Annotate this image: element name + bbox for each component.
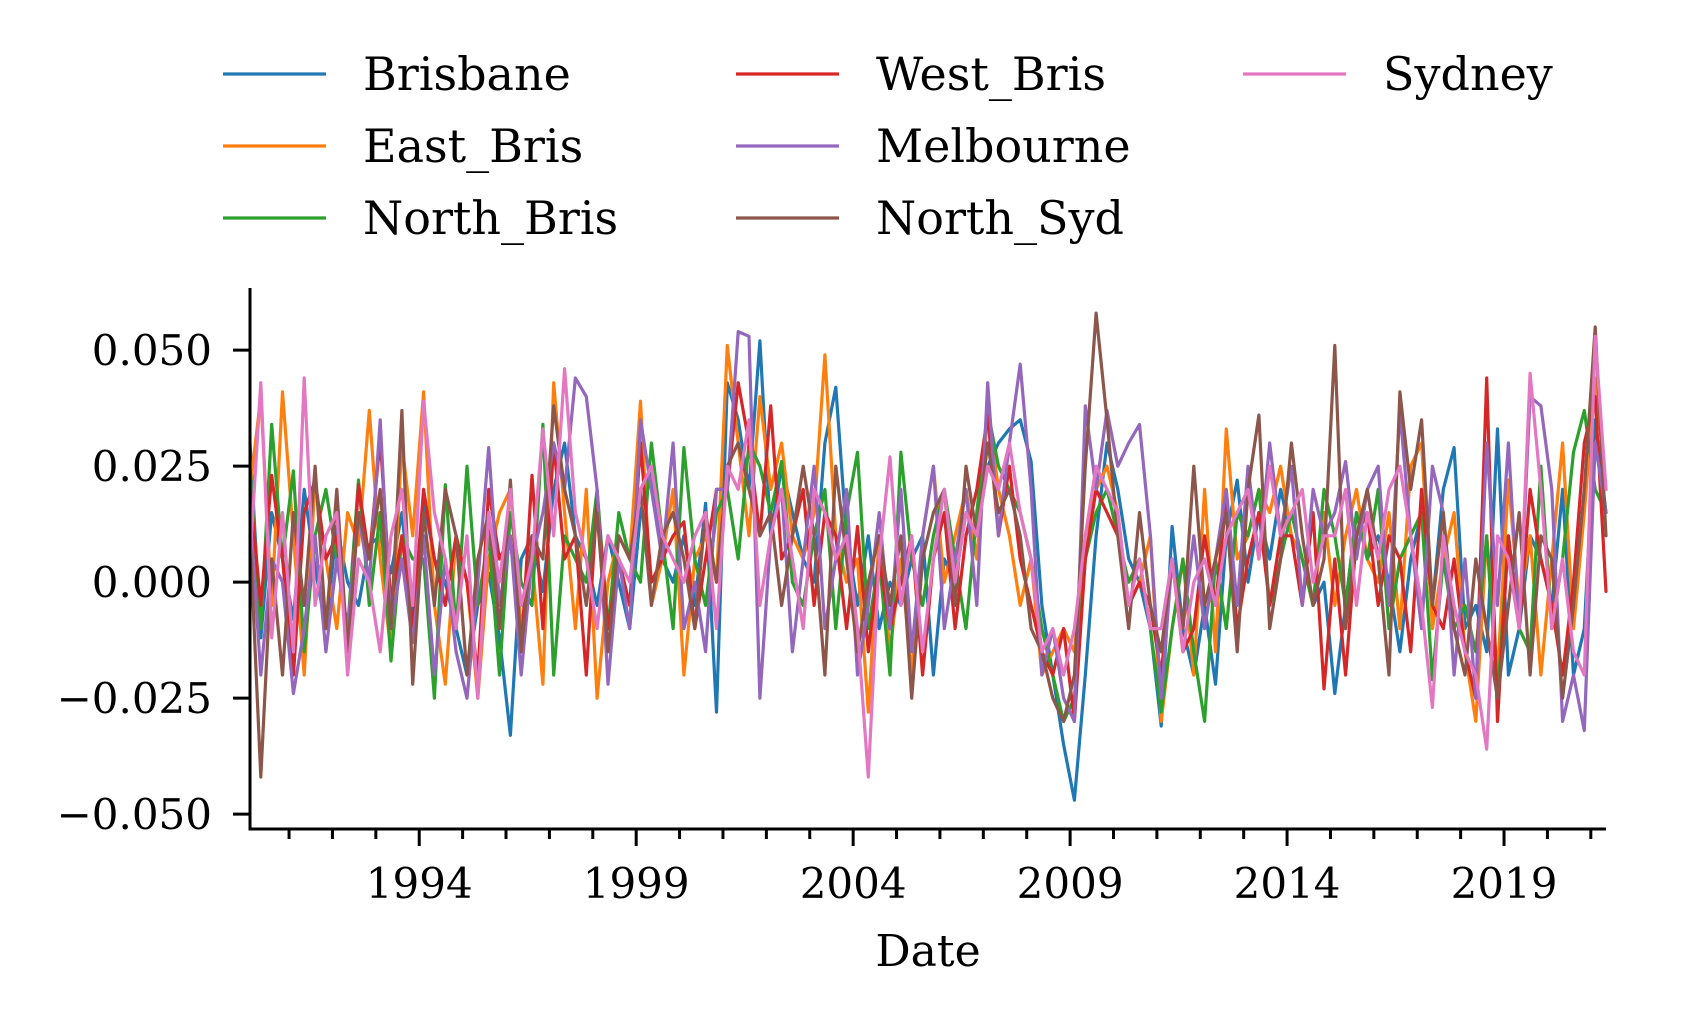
x-tick-label: 1994 — [366, 859, 473, 908]
axes — [248, 288, 1606, 831]
x-axis-label: Date — [875, 926, 980, 977]
legend-label: Melbourne — [876, 119, 1131, 173]
legend-label: Sydney — [1383, 47, 1553, 101]
legend-label: Brisbane — [363, 47, 571, 101]
x-tick-label: 2009 — [1017, 859, 1124, 908]
x-tick-label: 2004 — [800, 859, 907, 908]
legend: Brisbane East_Bris North_Bris West_Bris Melb… — [223, 47, 1553, 245]
series-lines — [248, 311, 1608, 802]
series-line-north-syd — [248, 311, 1608, 779]
legend-item-north-syd: North_Syd — [736, 191, 1124, 245]
series-line-sydney — [248, 334, 1608, 779]
y-tick-label: 0.000 — [92, 558, 212, 607]
legend-item-brisbane: Brisbane — [223, 47, 571, 101]
legend-item-east-bris: East_Bris — [223, 119, 583, 173]
legend-label: North_Bris — [363, 191, 618, 245]
legend-item-west-bris: West_Bris — [736, 47, 1106, 101]
legend-label: North_Syd — [876, 191, 1124, 245]
legend-item-north-bris: North_Bris — [223, 191, 618, 245]
legend-label: West_Bris — [876, 47, 1106, 101]
legend-item-melbourne: Melbourne — [736, 119, 1131, 173]
x-tick-label: 1999 — [583, 859, 690, 908]
series-line-melbourne — [248, 330, 1608, 733]
ticks: 0.050 0.025 0.000 −0.025 −0.050 1994 1999 2004 2… — [57, 326, 1593, 908]
legend-label: East_Bris — [363, 119, 583, 173]
x-tick-label: 2014 — [1234, 859, 1341, 908]
y-tick-label: 0.025 — [92, 442, 212, 491]
y-tick-label: −0.050 — [57, 790, 212, 839]
legend-item-sydney: Sydney — [1243, 47, 1553, 101]
x-tick-label: 2019 — [1451, 859, 1558, 908]
y-tick-label: −0.025 — [57, 674, 212, 723]
y-tick-label: 0.050 — [92, 326, 212, 375]
